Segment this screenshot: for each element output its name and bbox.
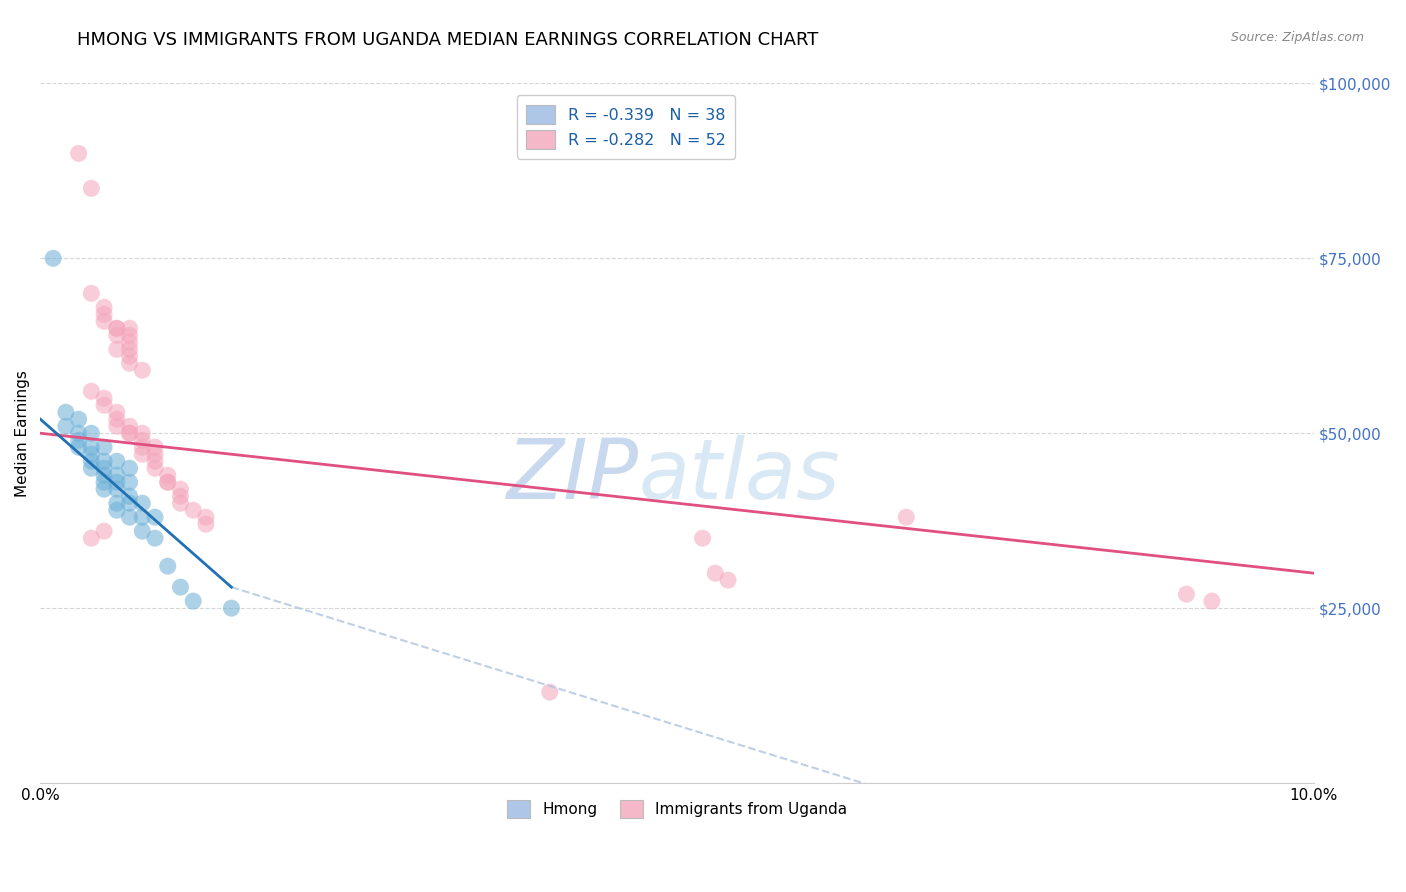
- Point: [93, 398, 115, 412]
- Text: Source: ZipAtlas.com: Source: ZipAtlas.com: [1230, 31, 1364, 45]
- Legend: Hmong, Immigrants from Uganda: Hmong, Immigrants from Uganda: [501, 794, 853, 824]
- Point: [80, 181, 103, 195]
- Point: [169, 580, 191, 594]
- Point: [105, 412, 128, 426]
- Point: [55, 405, 77, 419]
- Point: [105, 468, 128, 483]
- Point: [131, 363, 153, 377]
- Point: [131, 440, 153, 454]
- Point: [67, 426, 90, 441]
- Point: [704, 566, 727, 581]
- Point: [143, 510, 166, 524]
- Point: [181, 594, 204, 608]
- Point: [156, 475, 179, 490]
- Point: [169, 489, 191, 503]
- Point: [80, 447, 103, 461]
- Point: [118, 349, 141, 363]
- Point: [67, 412, 90, 426]
- Point: [1175, 587, 1198, 601]
- Point: [1201, 594, 1223, 608]
- Point: [118, 335, 141, 350]
- Point: [143, 447, 166, 461]
- Point: [93, 468, 115, 483]
- Point: [67, 440, 90, 454]
- Point: [105, 405, 128, 419]
- Point: [105, 328, 128, 343]
- Point: [169, 482, 191, 496]
- Point: [105, 503, 128, 517]
- Point: [118, 328, 141, 343]
- Point: [55, 419, 77, 434]
- Point: [80, 531, 103, 545]
- Point: [93, 482, 115, 496]
- Point: [717, 573, 740, 587]
- Point: [143, 440, 166, 454]
- Point: [93, 475, 115, 490]
- Point: [93, 461, 115, 475]
- Point: [156, 468, 179, 483]
- Point: [105, 475, 128, 490]
- Point: [156, 559, 179, 574]
- Point: [131, 496, 153, 510]
- Point: [118, 426, 141, 441]
- Point: [194, 510, 217, 524]
- Point: [118, 419, 141, 434]
- Point: [93, 314, 115, 328]
- Point: [118, 426, 141, 441]
- Point: [93, 524, 115, 538]
- Point: [131, 524, 153, 538]
- Point: [105, 496, 128, 510]
- Point: [131, 434, 153, 448]
- Point: [194, 517, 217, 532]
- Point: [80, 384, 103, 399]
- Point: [896, 510, 918, 524]
- Point: [80, 454, 103, 468]
- Point: [221, 601, 243, 615]
- Point: [131, 510, 153, 524]
- Point: [105, 321, 128, 335]
- Point: [169, 496, 191, 510]
- Point: [118, 461, 141, 475]
- Point: [118, 475, 141, 490]
- Point: [105, 454, 128, 468]
- Point: [105, 321, 128, 335]
- Point: [67, 434, 90, 448]
- Point: [538, 685, 561, 699]
- Point: [67, 146, 90, 161]
- Point: [93, 301, 115, 315]
- Point: [93, 440, 115, 454]
- Y-axis label: Median Earnings: Median Earnings: [15, 370, 30, 497]
- Point: [42, 252, 65, 266]
- Point: [181, 503, 204, 517]
- Point: [118, 496, 141, 510]
- Text: ZIP: ZIP: [508, 434, 638, 516]
- Point: [105, 419, 128, 434]
- Point: [118, 356, 141, 370]
- Point: [93, 307, 115, 321]
- Point: [80, 440, 103, 454]
- Point: [93, 454, 115, 468]
- Point: [118, 510, 141, 524]
- Point: [156, 475, 179, 490]
- Point: [105, 343, 128, 357]
- Point: [131, 426, 153, 441]
- Point: [692, 531, 714, 545]
- Point: [118, 489, 141, 503]
- Point: [93, 391, 115, 405]
- Point: [118, 343, 141, 357]
- Point: [143, 531, 166, 545]
- Point: [80, 286, 103, 301]
- Point: [118, 321, 141, 335]
- Point: [80, 426, 103, 441]
- Point: [105, 482, 128, 496]
- Point: [143, 461, 166, 475]
- Text: HMONG VS IMMIGRANTS FROM UGANDA MEDIAN EARNINGS CORRELATION CHART: HMONG VS IMMIGRANTS FROM UGANDA MEDIAN E…: [77, 31, 818, 49]
- Point: [143, 454, 166, 468]
- Text: atlas: atlas: [638, 434, 841, 516]
- Point: [131, 447, 153, 461]
- Point: [80, 461, 103, 475]
